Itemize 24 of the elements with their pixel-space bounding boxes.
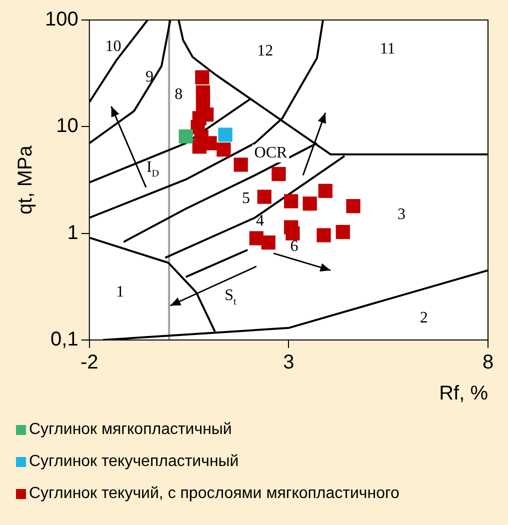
y-tick-label: 10 (56, 115, 78, 138)
annotation: 4 (256, 212, 264, 230)
x-tick-label: -2 (80, 352, 98, 374)
x-axis-title: Rf, % (439, 382, 488, 405)
y-tick-label: 0,1 (50, 328, 78, 351)
y-axis-title: qt, MPa (14, 144, 37, 214)
x-tick-label: 8 (482, 352, 494, 374)
annotation: 10 (105, 38, 122, 56)
annotation: 1 (116, 284, 124, 301)
legend-label: Суглинок мягкопластичный (29, 421, 232, 439)
legend-label: Суглинок текучепластичный (29, 453, 239, 471)
y-tick-label: 1 (67, 222, 78, 244)
y-tick-label: 100 (44, 8, 78, 31)
x-tick-label: 3 (283, 352, 294, 374)
annotation: 6 (290, 238, 298, 255)
annotation: 12 (257, 42, 274, 60)
annotation: 9 (146, 68, 154, 86)
annotation: 3 (397, 206, 406, 223)
legend-label: Суглинок текучий, с прослоями мягкопластичного (29, 485, 400, 503)
annotation: OCR (254, 144, 288, 162)
annotation: 8 (174, 86, 183, 103)
annotation: 11 (380, 40, 396, 58)
annotation: 2 (420, 309, 428, 326)
annotation: 5 (242, 190, 250, 208)
